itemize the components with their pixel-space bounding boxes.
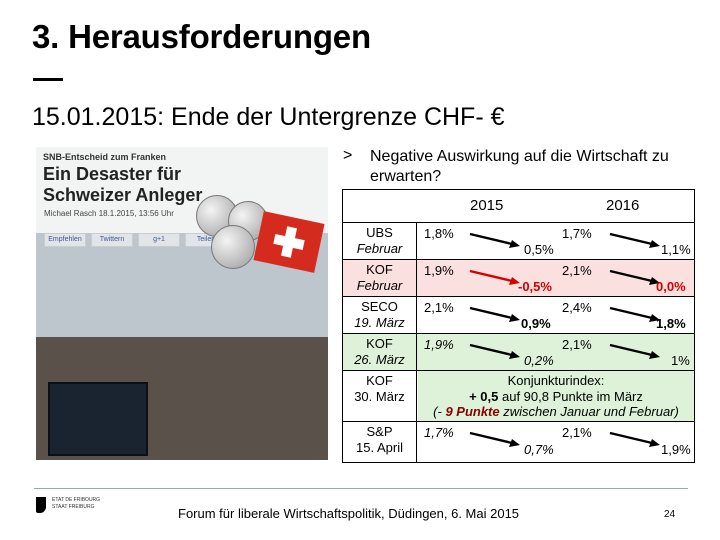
share-button-facebook[interactable]: Empfehlen xyxy=(44,233,86,247)
share-button-twitter[interactable]: Twittern xyxy=(91,233,133,247)
forecast-cell: 2,1% 0,9% 2,4% 1,8% xyxy=(418,297,694,333)
arrow-down-icon xyxy=(469,431,520,447)
row-label: KOF 26. März xyxy=(343,334,417,370)
article-byline: Michael Rasch 18.1.2015, 13:56 Uhr xyxy=(44,209,174,218)
row-label: SECO 19. März xyxy=(343,297,417,333)
footer-divider xyxy=(34,488,688,489)
slide-subtitle: 15.01.2015: Ende der Untergrenze CHF- € xyxy=(32,103,505,131)
coin-icon xyxy=(211,225,255,269)
arrow-down-icon xyxy=(609,232,660,248)
row-label-source: KOF xyxy=(366,262,393,277)
bullet-marker: > xyxy=(343,147,353,164)
row-label: UBS Februar xyxy=(343,223,417,259)
year-header-row: 2015 2016 xyxy=(343,190,694,223)
konjunkturindex-cell: Konjunkturindex: + 0,5 auf 90,8 Punkte i… xyxy=(418,371,694,421)
share-button-google[interactable]: g+1 xyxy=(138,233,180,247)
year-2016: 2016 xyxy=(606,197,640,214)
konj-open: (- xyxy=(433,404,446,419)
row-label-date: 15. April xyxy=(356,440,403,455)
title-underline xyxy=(33,78,63,81)
page-number: 24 xyxy=(664,509,676,520)
forecast-cell: 1,9% -0,5% 2,1% 0,0% xyxy=(418,260,694,296)
row-label: KOF Februar xyxy=(343,260,417,296)
value-2015-before: 1,9% xyxy=(424,337,454,352)
row-label-source: SECO xyxy=(361,299,398,314)
value-2015-before: 2,1% xyxy=(424,300,454,315)
value-2016-before: 2,1% xyxy=(562,263,592,278)
konj-line-1: Konjunkturindex: xyxy=(507,373,605,388)
konj-level: auf 90,8 Punkte im März xyxy=(498,388,643,404)
table-row: KOF 26. März 1,9% 0,2% 2,1% 1% xyxy=(343,334,694,371)
arrow-down-icon xyxy=(609,431,660,447)
row-label-date: Februar xyxy=(356,241,403,256)
value-2015-before: 1,7% xyxy=(424,425,454,440)
arrow-down-icon xyxy=(469,232,520,248)
forecast-cell: 1,9% 0,2% 2,1% 1% xyxy=(418,334,694,370)
row-label-date: Februar xyxy=(356,278,403,293)
konj-drop: 9 Punkte xyxy=(445,404,500,419)
year-2015: 2015 xyxy=(470,197,504,214)
value-2016-before: 2,1% xyxy=(562,425,592,440)
value-2015-after: 0,9% xyxy=(521,316,551,331)
konjunkturindex-text: Konjunkturindex: + 0,5 auf 90,8 Punkte i… xyxy=(418,373,694,420)
row-label: KOF 30. März xyxy=(343,371,417,421)
row-label-source: S&P xyxy=(366,424,393,439)
forecast-table: 2015 2016 UBS Februar 1,8% 0,5% 1,7% 1,1… xyxy=(342,189,695,463)
forecast-cell: 1,7% 0,7% 2,1% 1,9% xyxy=(418,422,694,462)
canton-logo-text: ETAT DE FRIBOURG STAAT FREIBURG xyxy=(52,497,101,510)
value-2015-after: 0,2% xyxy=(524,353,554,368)
bullet-text: Negative Auswirkung auf die Wirtschaft z… xyxy=(370,148,669,185)
value-2016-after: 1% xyxy=(671,353,690,368)
newspaper-photo: SNB-Entscheid zum Franken Ein Desaster f… xyxy=(36,147,328,460)
row-label: S&P 15. April xyxy=(343,422,417,462)
value-2016-after: 1,8% xyxy=(656,316,686,331)
table-row: KOF Februar 1,9% -0,5% 2,1% 0,0% xyxy=(343,260,694,297)
value-2015-after: -0,5% xyxy=(518,279,552,294)
value-2015-after: 0,7% xyxy=(524,442,554,457)
konj-period: zwischen Januar und Februar) xyxy=(499,404,679,419)
share-buttons: Empfehlen Twittern g+1 Teilen xyxy=(44,233,227,247)
value-2015-after: 0,5% xyxy=(524,242,554,257)
table-row: KOF 30. März Konjunkturindex: + 0,5 auf … xyxy=(343,371,694,422)
arrow-down-icon xyxy=(469,343,520,359)
konj-change: + 0,5 xyxy=(469,388,499,404)
row-label-source: KOF xyxy=(366,373,393,388)
row-label-date: 19. März xyxy=(354,315,405,330)
arrow-down-icon xyxy=(469,306,520,322)
value-2016-after: 1,9% xyxy=(661,442,691,457)
arrow-down-icon xyxy=(609,306,660,322)
forecast-cell: 1,8% 0,5% 1,7% 1,1% xyxy=(418,223,694,259)
value-2016-before: 2,4% xyxy=(562,300,592,315)
trading-screen xyxy=(48,382,148,456)
row-label-date: 26. März xyxy=(354,352,405,367)
konj-line-3: (- 9 Punkte zwischen Januar und Februar) xyxy=(418,404,694,420)
footer-text: Forum für liberale Wirtschaftspolitik, D… xyxy=(178,506,520,521)
arrow-down-icon xyxy=(609,269,660,285)
value-2016-before: 2,1% xyxy=(562,337,592,352)
value-2015-before: 1,8% xyxy=(424,226,454,241)
row-label-source: KOF xyxy=(366,336,393,351)
value-2016-after: 0,0% xyxy=(656,279,686,294)
table-row: UBS Februar 1,8% 0,5% 1,7% 1,1% xyxy=(343,223,694,260)
konj-line-2: + 0,5 auf 90,8 Punkte im März xyxy=(418,389,694,405)
value-2016-before: 1,7% xyxy=(562,226,592,241)
value-2016-after: 1,1% xyxy=(661,242,691,257)
arrow-down-icon xyxy=(609,343,660,359)
value-2015-before: 1,9% xyxy=(424,263,454,278)
canton-logo-icon xyxy=(36,497,46,513)
row-label-source: UBS xyxy=(366,225,393,240)
article-brand: SNB-Entscheid zum Franken xyxy=(43,152,167,162)
article-headline: Ein Desaster für Schweizer Anleger xyxy=(43,164,203,205)
arrow-down-icon xyxy=(469,269,520,285)
table-row: SECO 19. März 2,1% 0,9% 2,4% 1,8% xyxy=(343,297,694,334)
row-label-date: 30. März xyxy=(354,389,405,404)
slide-title: 3. Herausforderungen xyxy=(32,18,371,55)
table-row: S&P 15. April 1,7% 0,7% 2,1% 1,9% xyxy=(343,422,694,462)
